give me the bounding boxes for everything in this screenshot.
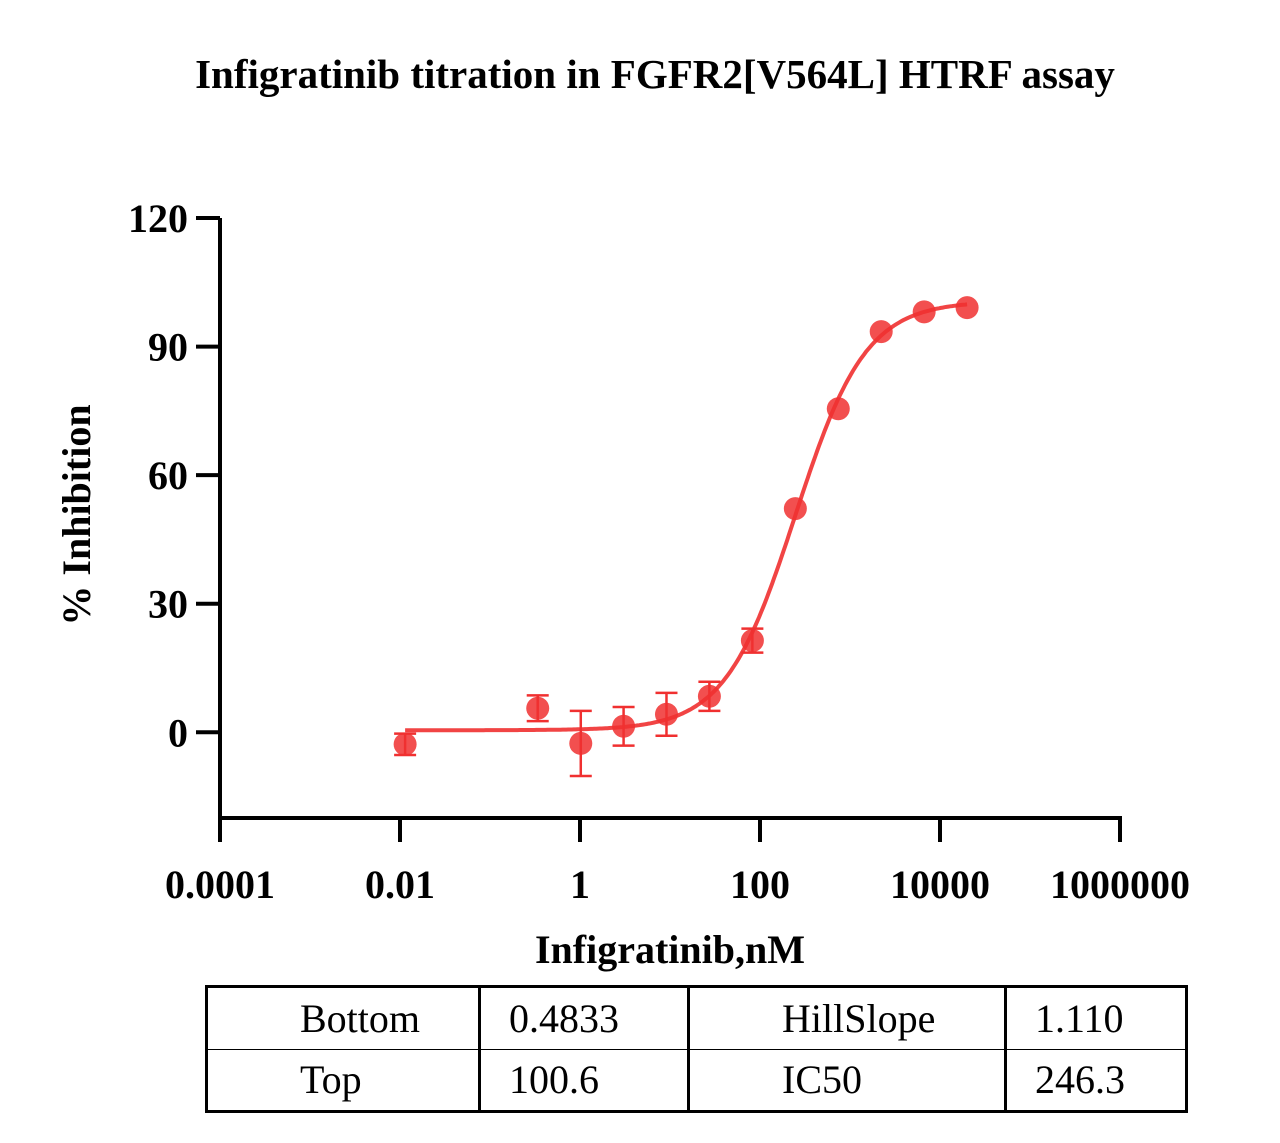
table-cell: HillSlope: [688, 986, 1006, 1050]
chart-title: Infigratinib titration in FGFR2[V564L] H…: [195, 51, 1115, 97]
data-point: [654, 702, 678, 726]
y-axis-label: % Inhibition: [54, 404, 99, 625]
data-point: [697, 684, 721, 708]
table-row: Top 100.6 IC50 246.3: [206, 1048, 1188, 1112]
table-cell: 1.110: [1004, 986, 1188, 1050]
y-tick-label: 90: [148, 325, 188, 370]
data-point: [869, 320, 893, 344]
fit-parameters-table: Bottom 0.4833 HillSlope 1.110 Top 100.6 …: [205, 985, 1188, 1113]
data-point: [393, 732, 417, 756]
table-cell: 246.3: [1004, 1048, 1188, 1112]
y-tick-label: 0: [168, 710, 188, 755]
y-tick-label: 60: [148, 453, 188, 498]
data-point: [740, 629, 764, 653]
x-axis-label: Infigratinib,nM: [535, 927, 805, 972]
table-cell: 0.4833: [478, 986, 690, 1050]
dose-response-chart: Infigratinib titration in FGFR2[V564L] H…: [54, 51, 1190, 972]
fit-curve: [405, 302, 968, 733]
data-point: [912, 300, 936, 324]
x-tick-label: 100: [730, 862, 790, 907]
x-tick-label: 1000000: [1050, 862, 1190, 907]
x-tick-label: 0.0001: [165, 862, 275, 907]
table-row: Bottom 0.4833 HillSlope 1.110: [206, 986, 1188, 1050]
data-point: [612, 714, 636, 738]
table-cell: Bottom: [206, 986, 480, 1050]
data-point: [783, 497, 807, 521]
x-tick-label: 10000: [890, 862, 990, 907]
table-cell: IC50: [688, 1048, 1006, 1112]
x-tick-label: 0.01: [365, 862, 435, 907]
data-point: [955, 296, 979, 320]
y-tick-label: 120: [128, 196, 188, 241]
y-tick-label: 30: [148, 582, 188, 627]
x-tick-label: 1: [570, 862, 590, 907]
data-point: [569, 731, 593, 755]
table-cell: Top: [206, 1048, 480, 1112]
table-cell: 100.6: [478, 1048, 690, 1112]
data-point: [526, 696, 550, 720]
data-point: [826, 397, 850, 421]
